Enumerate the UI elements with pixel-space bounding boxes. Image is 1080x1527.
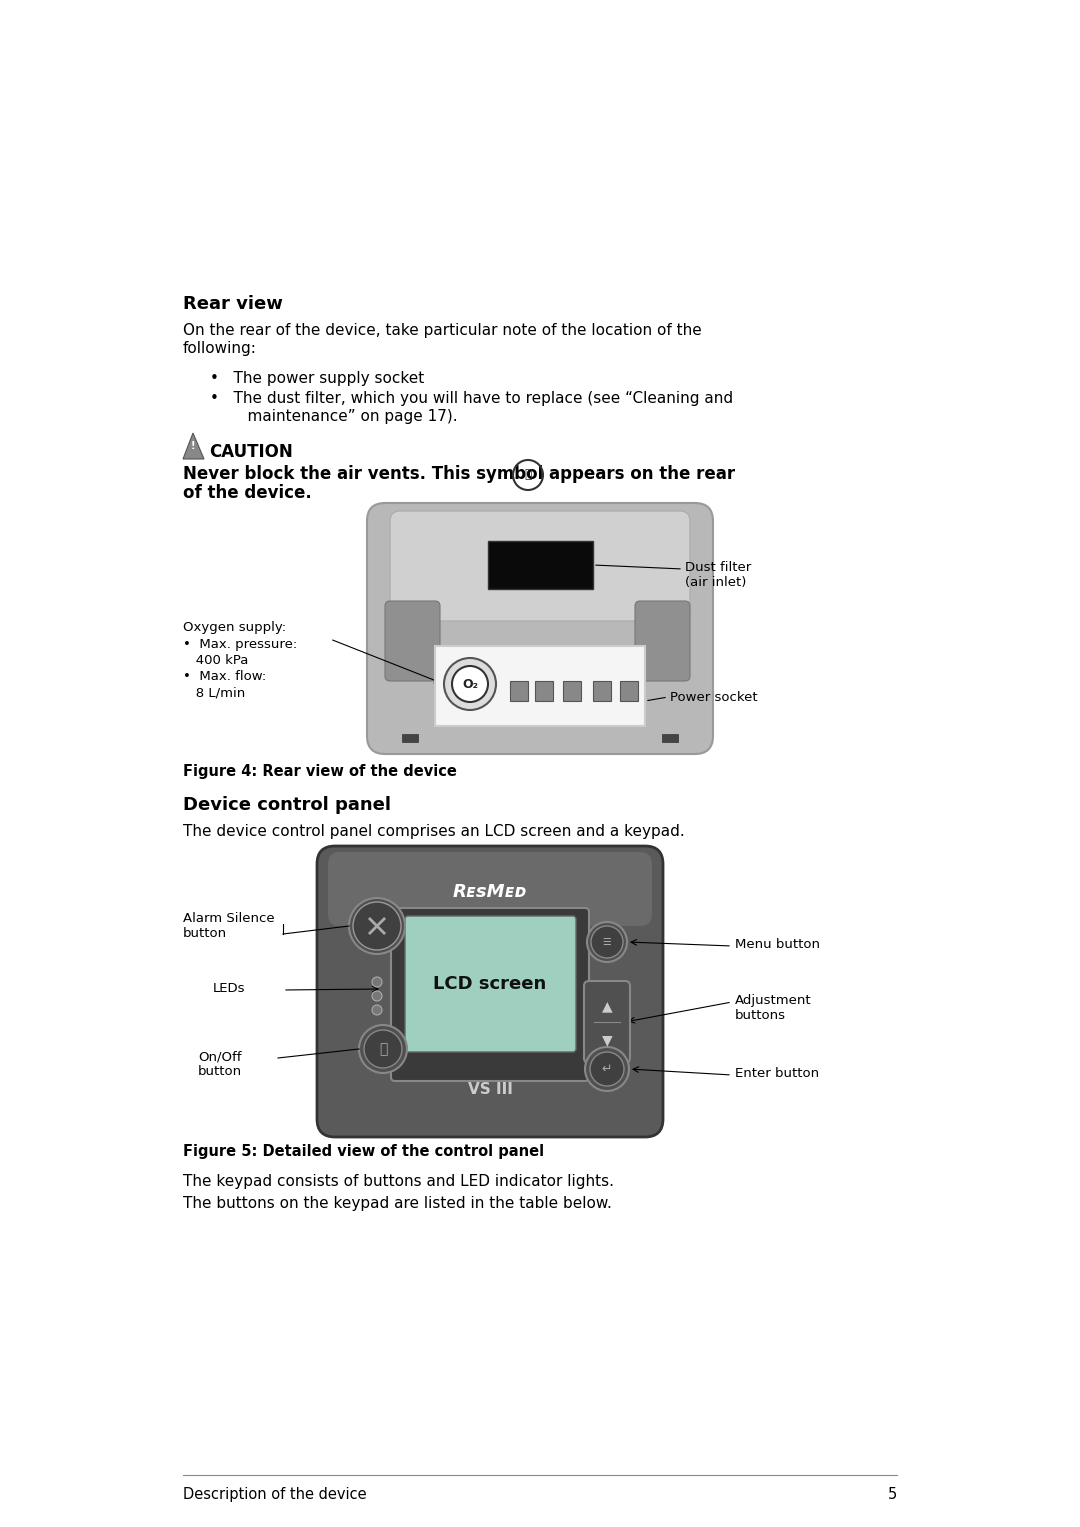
Bar xyxy=(563,681,581,701)
Text: 400 kPa: 400 kPa xyxy=(183,654,248,667)
Circle shape xyxy=(372,977,382,986)
Circle shape xyxy=(591,925,623,957)
Bar xyxy=(535,681,553,701)
FancyBboxPatch shape xyxy=(405,916,576,1052)
Circle shape xyxy=(349,898,405,954)
Circle shape xyxy=(372,991,382,1002)
Circle shape xyxy=(353,902,401,950)
Text: Description of the device: Description of the device xyxy=(183,1487,366,1503)
Text: Figure 4: Rear view of the device: Figure 4: Rear view of the device xyxy=(183,764,457,779)
Bar xyxy=(488,541,593,589)
Bar xyxy=(435,646,645,725)
Text: Power socket: Power socket xyxy=(670,692,758,704)
Text: Alarm Silence
button: Alarm Silence button xyxy=(183,912,274,941)
Text: •   The power supply socket: • The power supply socket xyxy=(210,371,424,386)
Bar xyxy=(593,681,611,701)
FancyBboxPatch shape xyxy=(367,502,713,754)
Bar xyxy=(402,734,418,742)
Circle shape xyxy=(453,666,488,702)
Text: O₂: O₂ xyxy=(462,678,478,690)
Circle shape xyxy=(359,1025,407,1073)
FancyBboxPatch shape xyxy=(584,980,630,1063)
Bar xyxy=(620,681,638,701)
Text: ⏻: ⏻ xyxy=(379,1041,388,1057)
Text: Menu button: Menu button xyxy=(735,938,820,951)
Text: Never block the air vents. This symbol: Never block the air vents. This symbol xyxy=(183,466,543,483)
Text: Dust filter
(air inlet): Dust filter (air inlet) xyxy=(685,560,752,589)
Text: ✋: ✋ xyxy=(524,469,531,481)
Text: Rear view: Rear view xyxy=(183,295,283,313)
Text: CAUTION: CAUTION xyxy=(210,443,293,461)
Text: !: ! xyxy=(191,441,195,450)
Text: RᴇsMᴇᴅ: RᴇsMᴇᴅ xyxy=(453,883,527,901)
Bar xyxy=(510,681,528,701)
FancyBboxPatch shape xyxy=(390,512,690,621)
Circle shape xyxy=(585,1048,629,1090)
Text: The device control panel comprises an LCD screen and a keypad.: The device control panel comprises an LC… xyxy=(183,825,685,838)
Text: Figure 5: Detailed view of the control panel: Figure 5: Detailed view of the control p… xyxy=(183,1144,544,1159)
Text: •  Max. flow:: • Max. flow: xyxy=(183,670,267,683)
Text: Adjustment
buttons: Adjustment buttons xyxy=(735,994,812,1022)
Text: appears on the rear: appears on the rear xyxy=(549,466,735,483)
Text: 5: 5 xyxy=(888,1487,897,1503)
FancyBboxPatch shape xyxy=(384,602,440,681)
Text: On/Off
button: On/Off button xyxy=(198,1051,242,1078)
Circle shape xyxy=(588,922,627,962)
Text: LEDs: LEDs xyxy=(213,982,245,996)
Circle shape xyxy=(364,1031,402,1067)
Text: Oxygen supply:: Oxygen supply: xyxy=(183,621,286,634)
FancyBboxPatch shape xyxy=(318,846,663,1138)
Text: 8 L/min: 8 L/min xyxy=(183,686,245,699)
Text: •  Max. pressure:: • Max. pressure: xyxy=(183,638,297,651)
Text: ▼: ▼ xyxy=(602,1032,612,1048)
Circle shape xyxy=(372,1005,382,1015)
FancyBboxPatch shape xyxy=(328,852,652,925)
Bar xyxy=(662,734,678,742)
FancyBboxPatch shape xyxy=(391,909,589,1081)
Text: •   The dust filter, which you will have to replace (see “Cleaning and: • The dust filter, which you will have t… xyxy=(210,391,733,406)
Text: maintenance” on page 17).: maintenance” on page 17). xyxy=(228,409,458,425)
Text: VS III: VS III xyxy=(468,1081,512,1096)
Text: LCD screen: LCD screen xyxy=(433,976,546,993)
FancyBboxPatch shape xyxy=(635,602,690,681)
Text: Enter button: Enter button xyxy=(735,1067,819,1080)
Text: ☰: ☰ xyxy=(603,938,611,947)
Text: Device control panel: Device control panel xyxy=(183,796,391,814)
Circle shape xyxy=(444,658,496,710)
Text: On the rear of the device, take particular note of the location of the: On the rear of the device, take particul… xyxy=(183,324,702,337)
Polygon shape xyxy=(183,434,204,460)
Text: ↵: ↵ xyxy=(602,1063,612,1075)
Circle shape xyxy=(590,1052,624,1086)
Text: following:: following: xyxy=(183,341,257,356)
Text: ▲: ▲ xyxy=(602,999,612,1012)
Text: The keypad consists of buttons and LED indicator lights.: The keypad consists of buttons and LED i… xyxy=(183,1174,615,1190)
Text: The buttons on the keypad are listed in the table below.: The buttons on the keypad are listed in … xyxy=(183,1196,612,1211)
Text: of the device.: of the device. xyxy=(183,484,312,502)
